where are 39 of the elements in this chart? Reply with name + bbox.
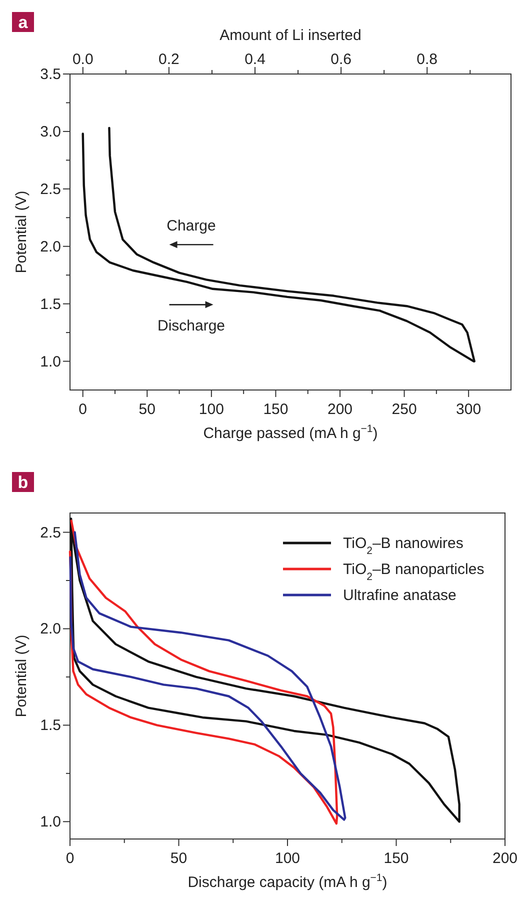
chart-title: b — [18, 473, 28, 492]
y-tick-label: 1.5 — [40, 296, 61, 313]
y-tick-label: 1.5 — [40, 717, 61, 734]
annotation: Charge — [166, 218, 216, 235]
y-axis-title: Potential (V) — [13, 190, 30, 274]
x-tick-label: 250 — [392, 401, 417, 418]
x-tick-label: 50 — [138, 401, 156, 418]
x-tick-label: 50 — [170, 850, 188, 867]
x-tick-label: 0 — [78, 401, 88, 418]
x-tick-label: 150 — [384, 850, 409, 867]
y-tick-label: 1.0 — [40, 814, 61, 831]
x2-tick-label: 0.6 — [330, 51, 352, 68]
y-tick-label: 2.0 — [40, 620, 61, 638]
x2-tick-label: 0.2 — [158, 51, 180, 68]
y-tick-label: 1.0 — [40, 353, 61, 370]
y-tick-label: 3.5 — [40, 66, 61, 83]
legend-label: TiO$_{2}$–B nanowires — [343, 535, 464, 557]
x-tick-label: 300 — [456, 401, 482, 418]
chart-title: a — [18, 13, 28, 32]
x2-tick-label: 0.8 — [416, 51, 438, 68]
x2-axis-title: Amount of Li inserted — [220, 27, 362, 44]
x2-tick-label: 0.0 — [72, 51, 94, 68]
x-tick-label: 100 — [274, 850, 300, 867]
x-tick-label: 200 — [492, 850, 518, 867]
x2-tick-label: 0.4 — [244, 51, 266, 68]
legend-label: Ultrafine anatase — [343, 587, 456, 604]
y-tick-label: 2.5 — [40, 524, 61, 542]
x-tick-label: 150 — [263, 401, 288, 418]
x-tick-label: 0 — [66, 850, 74, 867]
x-tick-label: 200 — [327, 401, 353, 418]
x-axis-title: Discharge capacity (mA h g$^{−1}$) — [188, 872, 388, 891]
y-tick-label: 2.0 — [40, 238, 61, 256]
y-tick-label: 3.0 — [40, 123, 61, 140]
legend-label: TiO$_{2}$–B nanoparticles — [343, 561, 484, 583]
x-tick-label: 100 — [198, 401, 224, 418]
annotation: Discharge — [158, 318, 226, 335]
y-axis-title: Potential (V) — [13, 634, 30, 718]
x-axis-title: Charge passed (mA h g$^{−1}$) — [203, 423, 378, 442]
y-tick-label: 2.5 — [40, 180, 61, 198]
